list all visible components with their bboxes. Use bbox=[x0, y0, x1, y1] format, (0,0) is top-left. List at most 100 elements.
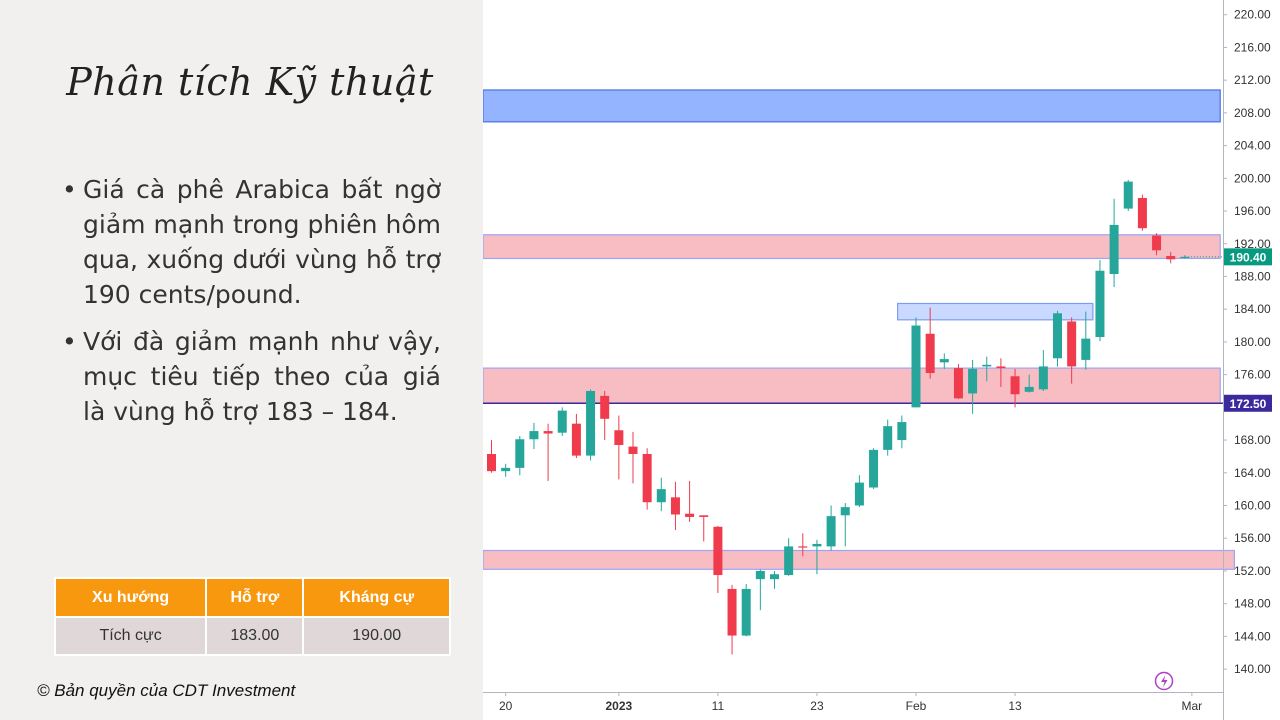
y-tick-label: 184.00 bbox=[1234, 302, 1271, 316]
candle-body bbox=[1180, 256, 1190, 259]
candle-body bbox=[982, 364, 992, 367]
candle-body bbox=[869, 449, 879, 488]
candle-body bbox=[543, 431, 553, 434]
candle-body bbox=[571, 423, 581, 456]
price-chart[interactable]: 220.00 216.00 212.00 208.00 204.00 200.00 196.… bbox=[483, 0, 1280, 720]
x-tick-label: Feb bbox=[906, 699, 927, 713]
candle-body bbox=[840, 507, 850, 516]
y-tick-label: 212.00 bbox=[1234, 73, 1271, 87]
candle-body bbox=[1010, 376, 1020, 395]
candle-body bbox=[642, 453, 652, 503]
price-label: 190.40 bbox=[1230, 250, 1267, 264]
bullet-item: • Với đà giảm mạnh như vậy, mục tiêu tiếp… bbox=[60, 324, 441, 429]
x-tick-label: Mar bbox=[1182, 699, 1203, 713]
page-title: Phân tích Kỹ thuật bbox=[66, 60, 434, 104]
candle-body bbox=[812, 543, 822, 547]
candle-body bbox=[614, 430, 624, 445]
candle-body bbox=[968, 368, 978, 394]
bullet-dot-icon: • bbox=[62, 175, 77, 204]
candle-body bbox=[883, 426, 893, 450]
y-tick-label: 220.00 bbox=[1234, 8, 1271, 22]
candle-body bbox=[586, 390, 596, 456]
bullet-list: • Giá cà phê Arabica bất ngờ giảm mạnh tr… bbox=[60, 172, 441, 441]
x-tick-label: 20 bbox=[499, 699, 513, 713]
candle-body bbox=[699, 515, 709, 517]
candle-body bbox=[557, 410, 567, 433]
y-tick-label: 192.00 bbox=[1234, 237, 1271, 251]
y-tick-label: 180.00 bbox=[1234, 335, 1271, 349]
candle-body bbox=[755, 570, 765, 580]
candle-body bbox=[741, 588, 751, 636]
table-row: Tích cực 183.00 190.00 bbox=[53, 616, 451, 656]
price-label-bg bbox=[1224, 394, 1272, 412]
candle-body bbox=[996, 366, 1006, 369]
y-tick-label: 164.00 bbox=[1234, 466, 1271, 480]
y-tick-label: 156.00 bbox=[1234, 531, 1271, 545]
zone-light_blue-2 bbox=[897, 302, 1094, 321]
candle-body bbox=[1109, 224, 1119, 275]
candle-body bbox=[854, 482, 864, 506]
analysis-panel: Phân tích Kỹ thuật • Giá cà phê Arabica b… bbox=[0, 0, 483, 720]
table-header-row: Xu hướng Hỗ trợ Kháng cự bbox=[53, 577, 451, 618]
y-tick-label: 176.00 bbox=[1234, 368, 1271, 382]
y-tick-label: 140.00 bbox=[1234, 662, 1271, 676]
lightning-icon[interactable] bbox=[1154, 671, 1174, 691]
candle-body bbox=[1137, 197, 1147, 229]
bullet-text: Với đà giảm mạnh như vậy, mục tiêu tiếp … bbox=[83, 327, 441, 426]
y-tick-label: 152.00 bbox=[1234, 564, 1271, 578]
candle-body bbox=[656, 489, 666, 503]
zone-blue-0 bbox=[483, 89, 1221, 123]
candle-body bbox=[1024, 386, 1034, 392]
candle-body bbox=[501, 467, 511, 472]
y-tick-label: 208.00 bbox=[1234, 106, 1271, 120]
lightning-bolt-icon bbox=[1161, 675, 1168, 688]
cell-trend: Tích cực bbox=[53, 616, 208, 656]
candle-body bbox=[911, 325, 921, 408]
cell-support: 183.00 bbox=[205, 616, 305, 656]
y-tick-label: 188.00 bbox=[1234, 269, 1271, 283]
zone-red-4 bbox=[483, 549, 1235, 570]
candlestick-chart[interactable]: 220.00 216.00 212.00 208.00 204.00 200.00 196.… bbox=[483, 0, 1280, 720]
bullet-text: Giá cà phê Arabica bất ngờ giảm mạnh tro… bbox=[83, 175, 441, 309]
candle-body bbox=[1067, 321, 1077, 367]
candle-body bbox=[770, 574, 779, 580]
candle-body bbox=[1123, 181, 1133, 209]
header-support: Hỗ trợ bbox=[205, 577, 305, 618]
header-trend: Xu hướng bbox=[53, 577, 208, 618]
candle-body bbox=[925, 333, 935, 373]
candle-body bbox=[897, 422, 907, 441]
candle-body bbox=[1053, 313, 1062, 359]
zone-red-1 bbox=[483, 234, 1221, 260]
candle-body bbox=[1152, 235, 1162, 251]
header-resistance: Kháng cự bbox=[302, 577, 451, 618]
price-label: 172.50 bbox=[1230, 397, 1267, 411]
cell-resistance: 190.00 bbox=[302, 616, 451, 656]
candle-body bbox=[685, 513, 695, 517]
y-tick-label: 144.00 bbox=[1234, 629, 1271, 643]
y-tick-label: 216.00 bbox=[1234, 40, 1271, 54]
candle-body bbox=[953, 368, 963, 399]
y-tick-label: 196.00 bbox=[1234, 204, 1271, 218]
x-tick-label: 11 bbox=[712, 699, 725, 713]
bullet-item: • Giá cà phê Arabica bất ngờ giảm mạnh tr… bbox=[60, 172, 441, 312]
y-tick-label: 200.00 bbox=[1234, 171, 1271, 185]
candle-body bbox=[713, 526, 723, 576]
y-tick-label: 160.00 bbox=[1234, 499, 1271, 513]
candle-body bbox=[670, 497, 680, 515]
candle-body bbox=[1081, 338, 1091, 360]
x-tick-label: 13 bbox=[1008, 699, 1022, 713]
x-tick-label: 2023 bbox=[605, 699, 632, 713]
candle-body bbox=[727, 588, 737, 636]
candle-body bbox=[1095, 270, 1105, 338]
price-label-bg bbox=[1224, 248, 1272, 266]
y-tick-label: 168.00 bbox=[1234, 433, 1271, 447]
candle-body bbox=[1166, 256, 1176, 260]
candle-body bbox=[1038, 366, 1048, 390]
copyright-text: © Bản quyền của CDT Investment bbox=[37, 681, 296, 700]
y-tick-label: 148.00 bbox=[1234, 597, 1271, 611]
y-tick-label: 204.00 bbox=[1234, 139, 1271, 153]
candle-body bbox=[529, 431, 539, 440]
candle-body bbox=[487, 453, 496, 472]
candle-body bbox=[600, 395, 610, 419]
bullet-dot-icon: • bbox=[62, 327, 77, 356]
